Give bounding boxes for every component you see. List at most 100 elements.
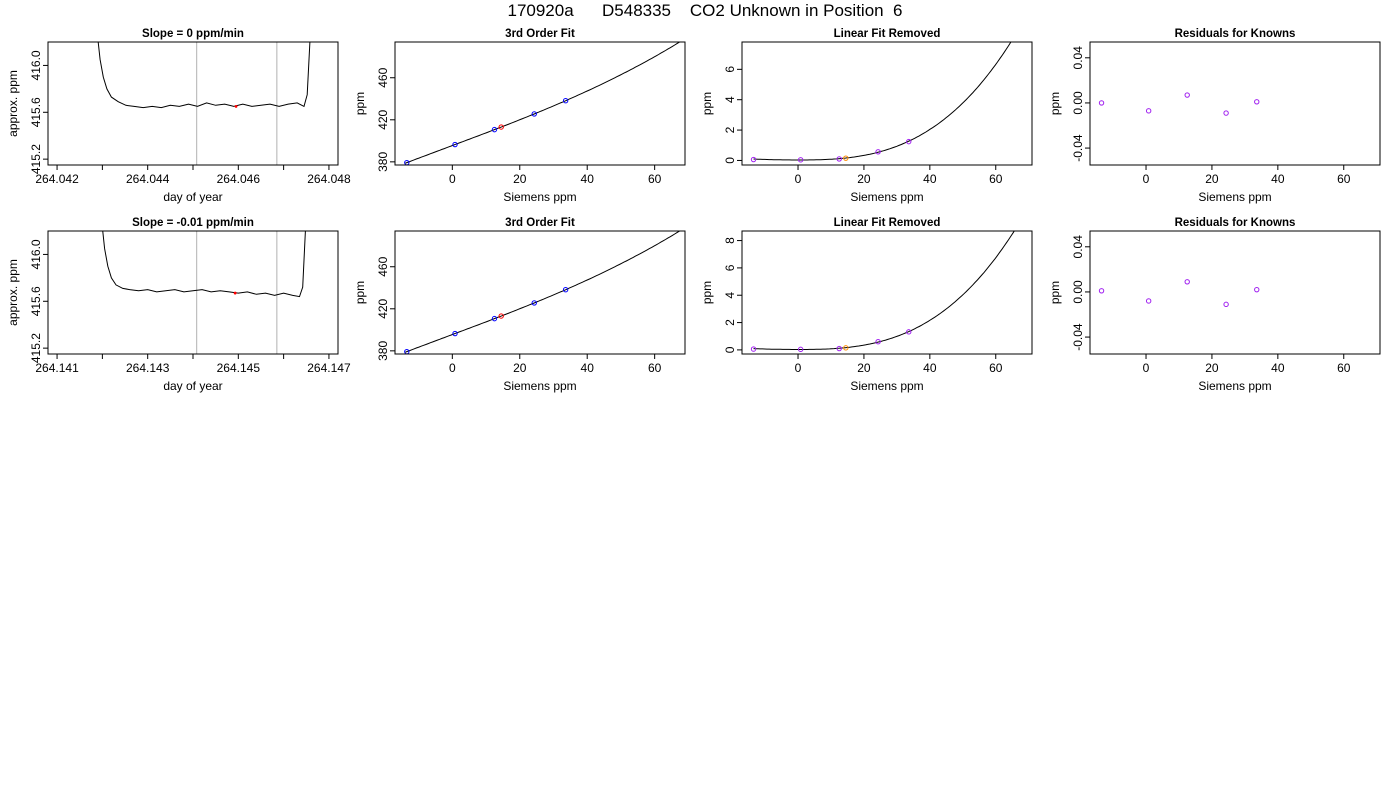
selected-marker bbox=[233, 291, 237, 295]
y-tick-label: 420 bbox=[376, 298, 390, 318]
x-axis-label: Siemens ppm bbox=[503, 190, 576, 204]
data-point bbox=[1223, 301, 1229, 308]
y-axis-label: ppm bbox=[353, 281, 367, 304]
x-tick-label: 0 bbox=[449, 361, 456, 375]
panel-title: Slope = -0.01 ppm/min bbox=[132, 217, 254, 229]
plot-frame bbox=[1089, 230, 1381, 355]
x-axis-label: day of year bbox=[163, 190, 222, 204]
x-axis-label: day of year bbox=[163, 379, 222, 393]
x-tick-label: 40 bbox=[923, 361, 937, 375]
y-tick-label: 380 bbox=[376, 341, 390, 361]
x-axis-label: Siemens ppm bbox=[850, 190, 923, 204]
data-point bbox=[498, 313, 504, 319]
y-tick-label: 415.2 bbox=[29, 333, 43, 363]
x-tick-label: 60 bbox=[1337, 172, 1351, 186]
y-tick-label: 8 bbox=[723, 237, 737, 244]
y-tick-label: -0.04 bbox=[1071, 323, 1085, 351]
y-tick-label: 460 bbox=[376, 67, 390, 87]
x-tick-label: 264.147 bbox=[307, 361, 351, 375]
x-tick-label: 40 bbox=[581, 172, 595, 186]
data-series-line bbox=[97, 42, 311, 109]
x-axis-label: Siemens ppm bbox=[1198, 190, 1271, 204]
data-point bbox=[1254, 286, 1260, 293]
panel-r1c1: Slope = 0 ppm/min 264.042 264.044 264.046 26… bbox=[6, 28, 351, 204]
x-tick-label: 264.042 bbox=[35, 172, 79, 186]
x-tick-label: 264.143 bbox=[126, 361, 170, 375]
y-tick-label: 420 bbox=[376, 109, 390, 129]
y-tick-label: -0.04 bbox=[1071, 134, 1085, 162]
fit-curve bbox=[404, 231, 681, 353]
panel-r2c1: Slope = -0.01 ppm/min 264.141 264.143 264.1… bbox=[6, 217, 351, 393]
fit-curve bbox=[753, 231, 1015, 350]
y-tick-label: 0.00 bbox=[1071, 91, 1085, 115]
panel-r2c2: 3rd Order Fit 0 20 40 60 380 420 460 Siemens ppm… bbox=[353, 217, 686, 393]
plot-frame bbox=[394, 41, 686, 166]
x-tick-label: 60 bbox=[648, 361, 662, 375]
x-tick-label: 40 bbox=[923, 172, 937, 186]
plot-frame bbox=[741, 230, 1033, 355]
plot-frame bbox=[47, 230, 339, 355]
y-tick-label: 2 bbox=[723, 126, 737, 133]
data-point bbox=[750, 156, 757, 163]
fit-curve bbox=[404, 42, 681, 164]
x-tick-label: 20 bbox=[513, 172, 527, 186]
x-tick-label: 40 bbox=[1271, 361, 1285, 375]
data-point bbox=[1184, 92, 1190, 98]
data-point bbox=[452, 330, 458, 337]
y-axis-label: ppm bbox=[353, 92, 367, 115]
panel-title: Linear Fit Removed bbox=[834, 28, 941, 40]
data-point bbox=[843, 345, 849, 351]
x-tick-label: 40 bbox=[1271, 172, 1285, 186]
y-axis-label: ppm bbox=[1048, 92, 1062, 115]
y-tick-label: 0.00 bbox=[1071, 280, 1085, 304]
y-axis-label: ppm bbox=[700, 92, 714, 115]
y-tick-label: 6 bbox=[723, 264, 737, 271]
panel-r1c4: Residuals for Knowns 0 20 40 60 -0.04 0.00 0.04… bbox=[1048, 28, 1381, 204]
y-tick-label: 415.6 bbox=[29, 286, 43, 316]
panel-title: 3rd Order Fit bbox=[505, 28, 575, 40]
y-axis-label: ppm bbox=[700, 281, 714, 304]
panel-title: Linear Fit Removed bbox=[834, 217, 941, 229]
y-tick-label: 415.2 bbox=[29, 144, 43, 174]
data-point bbox=[1098, 288, 1105, 294]
y-tick-label: 0.04 bbox=[1071, 46, 1085, 70]
data-point bbox=[836, 156, 842, 162]
y-tick-label: 4 bbox=[723, 96, 737, 103]
data-point bbox=[797, 157, 804, 163]
y-tick-label: 4 bbox=[723, 292, 737, 299]
panel-r1c2: 3rd Order Fit 0 20 40 60 380 420 460 Siemens ppm… bbox=[353, 28, 686, 204]
y-tick-label: 416.0 bbox=[29, 50, 43, 80]
data-point bbox=[531, 300, 537, 306]
x-tick-label: 264.145 bbox=[217, 361, 261, 375]
x-tick-label: 60 bbox=[648, 172, 662, 186]
x-tick-label: 264.046 bbox=[217, 172, 261, 186]
data-point bbox=[1184, 279, 1190, 285]
panel-r1c3: Linear Fit Removed 0 20 40 60 0 2 4 6 Siemens ppm… bbox=[700, 28, 1033, 204]
data-point bbox=[491, 126, 498, 133]
selected-marker bbox=[234, 105, 238, 108]
x-tick-label: 0 bbox=[1143, 361, 1150, 375]
plot-frame bbox=[394, 230, 686, 355]
data-point bbox=[1223, 110, 1229, 116]
x-axis-label: Siemens ppm bbox=[1198, 379, 1271, 393]
y-axis-label: ppm bbox=[1048, 281, 1062, 304]
data-point bbox=[843, 155, 849, 161]
x-tick-label: 20 bbox=[1205, 361, 1219, 375]
panel-r2c4: Residuals for Knowns 0 20 40 60 -0.04 0.00 0.04… bbox=[1048, 217, 1381, 393]
y-tick-label: 2 bbox=[723, 319, 737, 326]
data-point bbox=[452, 141, 458, 148]
x-tick-label: 264.048 bbox=[307, 172, 351, 186]
data-point bbox=[1098, 100, 1105, 106]
panel-title: Slope = 0 ppm/min bbox=[142, 28, 244, 40]
x-axis-label: Siemens ppm bbox=[850, 379, 923, 393]
y-axis-label: approx. ppm bbox=[6, 70, 20, 137]
x-tick-label: 60 bbox=[989, 361, 1003, 375]
x-tick-label: 264.141 bbox=[35, 361, 79, 375]
fit-curve bbox=[753, 42, 1012, 161]
data-point bbox=[875, 149, 881, 155]
y-tick-label: 380 bbox=[376, 152, 390, 172]
x-tick-label: 40 bbox=[581, 361, 595, 375]
y-axis-label: approx. ppm bbox=[6, 259, 20, 326]
page-title: 170920a D548335 CO2 Unknown in Position … bbox=[507, 1, 903, 20]
